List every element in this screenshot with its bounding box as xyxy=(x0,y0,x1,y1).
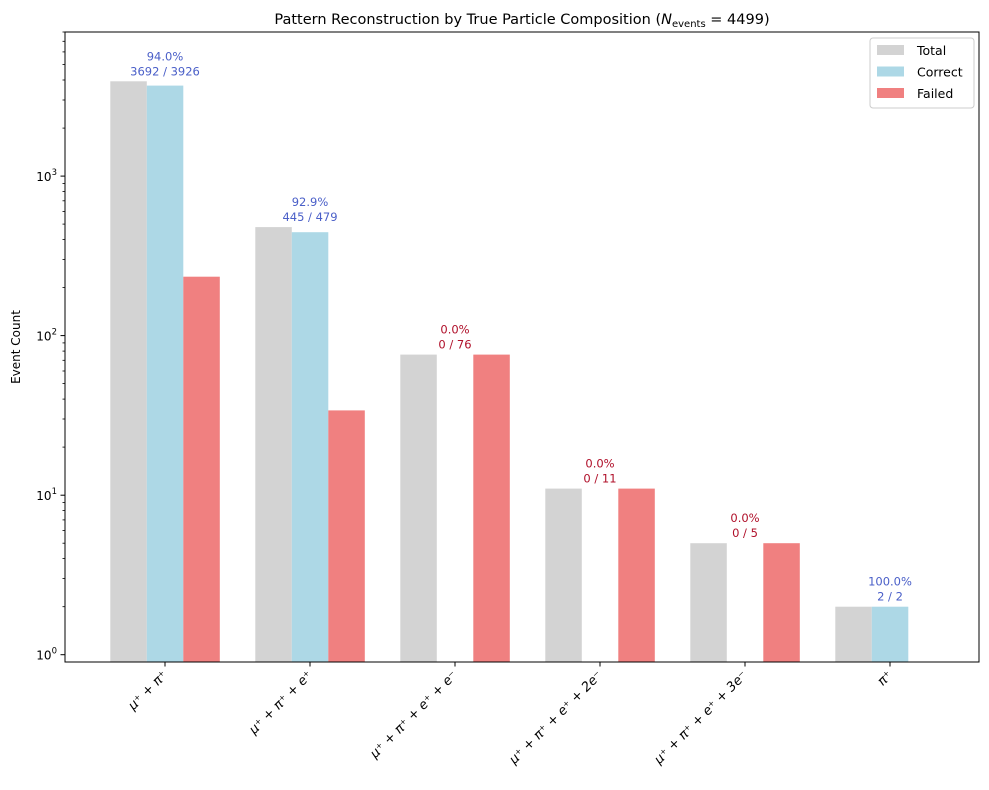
bar-failed-2 xyxy=(473,354,510,662)
bar-total-2 xyxy=(400,354,437,662)
y-tick-label-1: 101 xyxy=(36,487,57,503)
bar-failed-4 xyxy=(763,543,800,662)
annotation-ratio-0: 3692 / 3926 xyxy=(130,64,200,78)
annotation-ratio-1: 445 / 479 xyxy=(282,210,337,224)
bars-group xyxy=(110,81,909,663)
bar-total-3 xyxy=(545,488,582,662)
annotation-pct-5: 100.0% xyxy=(868,575,912,589)
legend-label-total: Total xyxy=(916,43,946,58)
legend-swatch-total xyxy=(877,45,904,55)
bar-total-1 xyxy=(255,227,292,662)
bar-total-5 xyxy=(835,606,872,662)
annotation-ratio-2: 0 / 76 xyxy=(438,338,471,352)
bar-correct-5 xyxy=(871,606,909,662)
bar-failed-1 xyxy=(328,410,365,662)
y-tick-label-0: 100 xyxy=(36,647,57,663)
x-tick-label-5: π⁺ xyxy=(875,668,896,689)
bar-total-0 xyxy=(110,81,147,663)
y-axis-label: Event Count xyxy=(9,310,23,384)
x-tick-label-3: μ⁺ + π⁺ + e⁺ + 2e⁻ xyxy=(506,668,606,768)
legend: Total Correct Failed xyxy=(869,37,975,109)
y-axis-ticks: 100 101 102 103 xyxy=(36,31,65,663)
bar-total-4 xyxy=(690,543,727,662)
annotation-pct-2: 0.0% xyxy=(440,323,469,337)
annotation-pct-1: 92.9% xyxy=(292,195,329,209)
chart-title: Pattern Reconstruction by True Particle … xyxy=(274,12,769,30)
y-tick-label-2: 102 xyxy=(36,328,57,344)
x-tick-label-0: μ⁺ + π⁺ xyxy=(125,668,171,714)
x-tick-label-4: μ⁺ + π⁺ + e⁺ + 3e⁻ xyxy=(651,668,751,768)
x-tick-label-1: μ⁺ + π⁺ + e⁺ xyxy=(246,668,316,738)
annotation-ratio-5: 2 / 2 xyxy=(877,590,903,604)
annotation-pct-0: 94.0% xyxy=(147,49,184,63)
bar-failed-0 xyxy=(183,276,220,662)
annotation-ratio-3: 0 / 11 xyxy=(583,472,616,486)
annotation-pct-4: 0.0% xyxy=(730,511,759,525)
bar-correct-0 xyxy=(146,85,184,663)
bar-correct-1 xyxy=(291,232,329,662)
annotation-ratio-4: 0 / 5 xyxy=(732,526,758,540)
bar-failed-3 xyxy=(618,488,655,662)
legend-swatch-correct xyxy=(877,66,904,77)
y-tick-label-3: 103 xyxy=(36,168,57,184)
annotation-pct-3: 0.0% xyxy=(585,457,614,471)
legend-label-failed: Failed xyxy=(917,86,953,101)
legend-label-correct: Correct xyxy=(917,65,963,80)
x-tick-label-2: μ⁺ + π⁺ + e⁺ + e⁻ xyxy=(367,668,461,762)
plot-frame xyxy=(64,31,980,663)
legend-swatch-failed xyxy=(877,88,904,98)
x-axis-ticks: μ⁺ + π⁺ μ⁺ + π⁺ + e⁺ μ⁺ + π⁺ + e⁺ + e⁻ μ⁺ +… xyxy=(125,662,896,768)
